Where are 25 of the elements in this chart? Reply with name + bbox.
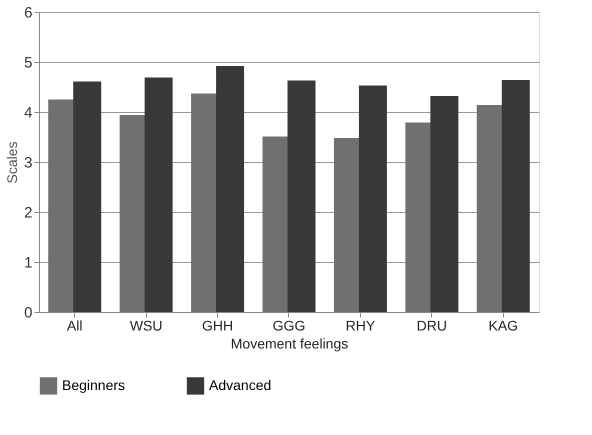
bar <box>502 80 530 312</box>
y-tick-label: 6 <box>24 4 32 22</box>
bar <box>73 82 102 312</box>
x-tick-label: GHH <box>202 318 234 334</box>
y-axis-title: Scales <box>4 141 20 184</box>
x-tick-label: KAG <box>488 318 518 334</box>
x-tick-label: All <box>66 318 82 334</box>
y-tick-label: 1 <box>24 254 32 272</box>
y-tick-label: 3 <box>24 154 32 172</box>
x-tick-label: RHY <box>346 318 376 334</box>
y-tick-label: 4 <box>24 104 32 122</box>
bar <box>144 78 173 312</box>
bar <box>430 96 458 312</box>
legend-label: Beginners <box>62 376 126 393</box>
y-tick-label: 2 <box>24 204 32 222</box>
y-tick-label: 0 <box>24 304 32 322</box>
legend-label: Advanced <box>209 376 272 393</box>
bar <box>216 66 244 312</box>
y-tick-label: 5 <box>24 54 32 72</box>
bar <box>288 80 316 312</box>
x-tick-label: DRU <box>416 318 448 334</box>
x-axis-title: Movement feelings <box>230 336 348 352</box>
x-tick-label: GGG <box>272 318 306 334</box>
bar <box>358 86 387 312</box>
x-tick-label: WSU <box>130 318 162 334</box>
